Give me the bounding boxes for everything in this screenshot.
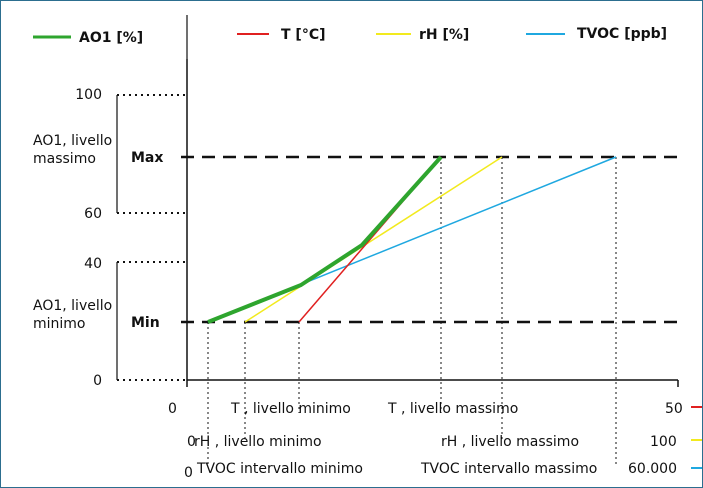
legend: AO1 [%] T [°C] rH [%] TVOC [ppb] <box>33 15 667 59</box>
rh-row-end: 100 <box>650 434 677 450</box>
ao1-min-label-line2: minimo <box>33 316 86 332</box>
tvoc-row-start: 0 <box>184 465 193 481</box>
t-row-min-label: T , livello minimo <box>230 401 351 417</box>
x-row-rh: 0 rH , livello minimo rH , livello massi… <box>187 434 702 450</box>
rh-row-max-label: rH , livello massimo <box>441 434 579 450</box>
series-line-ao1 <box>207 155 443 324</box>
legend-label-tvoc: TVOC [ppb] <box>577 26 667 42</box>
characteristic-curves <box>207 155 617 324</box>
t-row-start: 0 <box>168 401 177 417</box>
tvoc-row-max-label: TVOC intervallo massimo <box>420 461 597 477</box>
tvoc-row-end: 60.000 <box>628 461 677 477</box>
rh-row-start: 0 <box>187 434 196 450</box>
x-row-t: 0 T , livello minimo T , livello massimo… <box>168 401 702 417</box>
y-bracket-column: 100 60 40 0 AO1, livello massimo AO1, li… <box>33 87 163 389</box>
legend-label-t: T [°C] <box>281 27 326 43</box>
legend-label-ao1: AO1 [%] <box>79 30 143 46</box>
rh-row-min-label: rH , livello minimo <box>194 434 322 450</box>
x-row-tvoc: 0 TVOC intervallo minimo TVOC intervallo… <box>184 461 702 481</box>
min-label: Min <box>131 315 160 331</box>
ao1-max-label-line1: AO1, livello <box>33 133 112 149</box>
axes <box>186 59 679 387</box>
dotted-level-lines <box>117 94 189 381</box>
ao1-max-label-line2: massimo <box>33 151 96 167</box>
tick-label-0: 0 <box>93 373 102 389</box>
tick-label-60: 60 <box>84 206 102 222</box>
series-line-rh <box>244 156 503 323</box>
ao1-min-label-line1: AO1, livello <box>33 298 112 314</box>
tick-label-40: 40 <box>84 256 102 272</box>
drop-lines <box>207 157 617 467</box>
tick-label-100: 100 <box>75 87 102 103</box>
legend-label-rh: rH [%] <box>419 27 469 43</box>
tvoc-row-min-label: TVOC intervallo minimo <box>196 461 363 477</box>
t-row-max-label: T , livello massimo <box>387 401 518 417</box>
t-row-end: 50 <box>665 401 683 417</box>
max-label: Max <box>131 150 163 166</box>
